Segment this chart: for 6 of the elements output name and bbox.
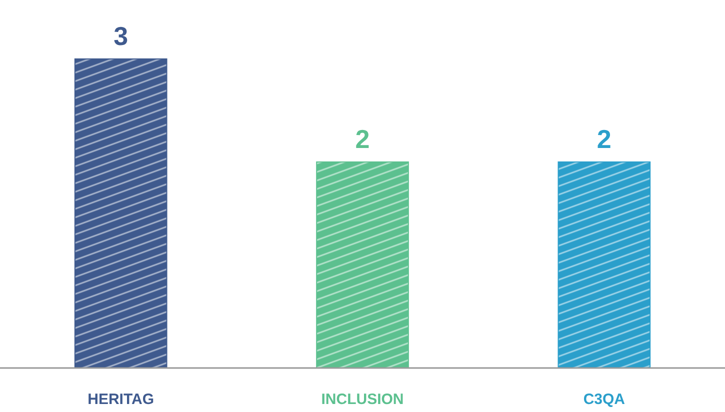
x-tick-label: INCLUSION (321, 391, 404, 408)
x-tick-label: HERITAG (88, 391, 154, 408)
data-label: 2 (596, 124, 612, 154)
data-label: 2 (355, 124, 370, 154)
data-label: 3 (114, 20, 128, 51)
x-tick-label: C3QA (583, 391, 626, 408)
